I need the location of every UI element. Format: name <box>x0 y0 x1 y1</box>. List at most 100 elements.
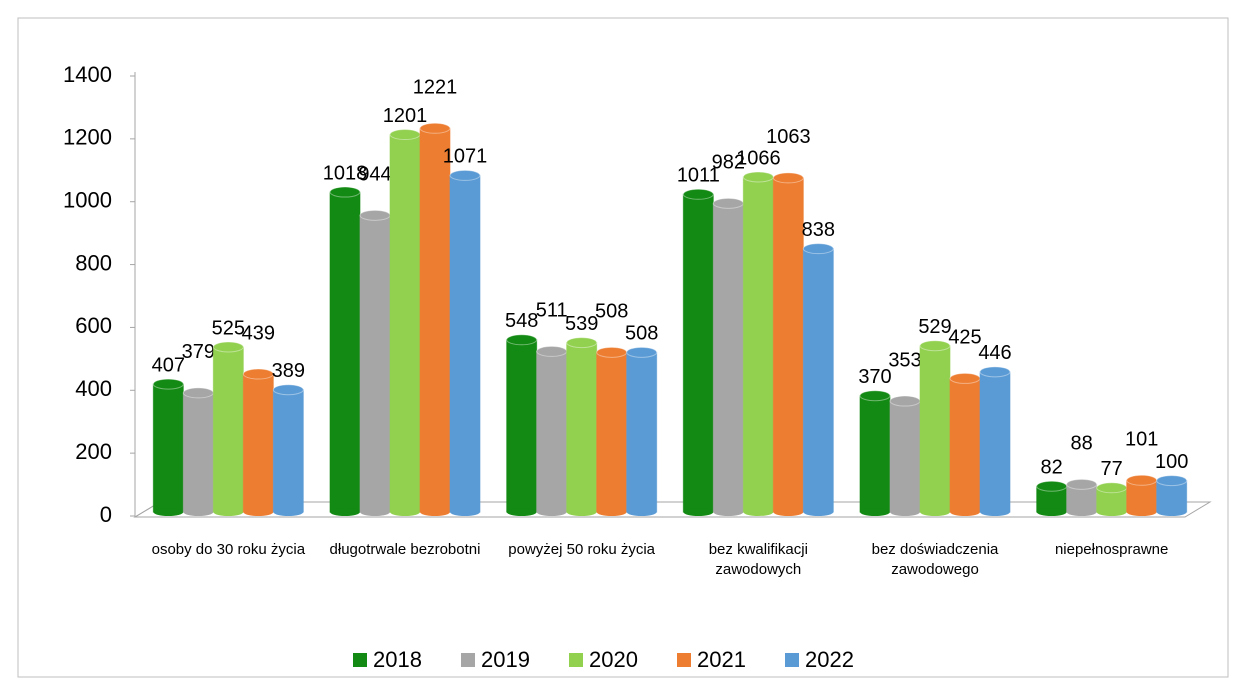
bar <box>802 248 834 513</box>
bar <box>449 174 481 513</box>
bar-top <box>712 197 744 209</box>
bar-top <box>802 243 834 255</box>
bar <box>772 177 804 513</box>
bar <box>566 342 598 513</box>
bar <box>212 346 244 513</box>
bar-bottom <box>683 508 714 516</box>
bar-bottom <box>713 508 744 516</box>
bar-top <box>1126 474 1158 486</box>
bar-top <box>742 171 774 183</box>
bar-top <box>152 378 184 390</box>
bar-bottom <box>980 508 1010 516</box>
data-label: 407 <box>152 354 185 376</box>
bar-bottom <box>390 508 420 516</box>
x-tick-label: powyżej 50 roku życia <box>508 541 656 558</box>
bar <box>1156 480 1188 513</box>
bar-top <box>626 346 658 358</box>
bar-top <box>949 372 981 384</box>
bar-top <box>682 188 714 200</box>
data-label: 1066 <box>736 147 781 169</box>
bar-bottom <box>950 508 980 516</box>
bar <box>536 350 568 513</box>
bar-top <box>182 387 214 399</box>
bar-top <box>536 345 568 357</box>
legend-swatch <box>353 653 367 667</box>
bar-bottom <box>506 508 537 516</box>
bar <box>419 127 451 513</box>
data-label: 77 <box>1101 458 1123 480</box>
bar-top <box>566 337 598 349</box>
bar <box>712 202 744 513</box>
bar-bottom <box>536 508 567 516</box>
data-label: 511 <box>536 300 568 322</box>
y-tick-label: 0 <box>100 502 112 527</box>
bar <box>242 373 274 513</box>
bar-bottom <box>330 508 360 516</box>
bar-bottom <box>890 508 920 516</box>
data-label: 1071 <box>443 146 488 168</box>
bar <box>626 351 658 513</box>
bar-bottom <box>920 508 950 516</box>
bar <box>919 345 951 513</box>
legend-swatch <box>785 653 799 667</box>
data-label: 82 <box>1041 457 1063 479</box>
bar <box>859 395 891 513</box>
bar <box>949 377 981 513</box>
legend-swatch <box>461 653 475 667</box>
data-label: 353 <box>888 349 921 371</box>
data-label: 508 <box>625 323 658 345</box>
data-label: 101 <box>1125 429 1158 451</box>
data-label: 389 <box>272 360 305 382</box>
x-tick-label: osoby do 30 roku życia <box>151 541 306 558</box>
data-label: 1063 <box>766 126 811 148</box>
data-label: 88 <box>1071 433 1093 455</box>
bar <box>152 383 184 513</box>
bar-top <box>596 346 628 358</box>
bar-top <box>979 366 1011 378</box>
bar-bottom <box>243 508 274 516</box>
bar-bottom <box>773 508 804 516</box>
data-label: 539 <box>565 313 598 335</box>
data-label: 944 <box>358 164 391 186</box>
data-label: 1018 <box>323 162 368 184</box>
legend-label: 2018 <box>373 647 422 672</box>
bar <box>359 214 391 513</box>
bar <box>389 134 421 513</box>
bar-top <box>1036 480 1068 492</box>
bar-top <box>329 186 361 198</box>
bar-bottom <box>860 508 890 516</box>
bar-bottom <box>743 508 774 516</box>
bar-top <box>919 340 951 352</box>
bar-top <box>1096 482 1128 494</box>
y-tick-label: 400 <box>75 376 112 401</box>
data-label: 446 <box>978 342 1011 364</box>
bar-bottom <box>1036 508 1067 516</box>
legend-swatch <box>677 653 691 667</box>
y-tick-label: 800 <box>75 250 112 275</box>
bar <box>1126 479 1158 513</box>
y-tick-label: 1000 <box>63 188 112 213</box>
bar <box>596 351 628 513</box>
bar-top <box>449 169 481 181</box>
x-tick-label: niepełnosprawne <box>1054 541 1169 558</box>
bar-bottom <box>566 508 597 516</box>
bar-top <box>419 122 451 134</box>
y-tick-label: 1200 <box>63 125 112 150</box>
data-label: 525 <box>212 317 245 339</box>
bar <box>329 191 361 513</box>
x-tick-label: długotrwale bezrobotni <box>329 541 481 558</box>
chart-border <box>17 17 1229 678</box>
bar-top <box>389 129 421 141</box>
data-label: 439 <box>242 322 275 344</box>
data-label: 370 <box>858 366 891 388</box>
bar-top <box>1156 475 1188 487</box>
data-label: 1221 <box>413 77 458 99</box>
bar <box>742 176 774 513</box>
bar-bottom <box>183 508 214 516</box>
data-label: 425 <box>948 327 981 349</box>
x-tick-label: bez kwalifikacji zawodowych <box>708 541 808 578</box>
bar <box>979 371 1011 513</box>
bar-top <box>772 172 804 184</box>
bar-bottom <box>273 508 304 516</box>
